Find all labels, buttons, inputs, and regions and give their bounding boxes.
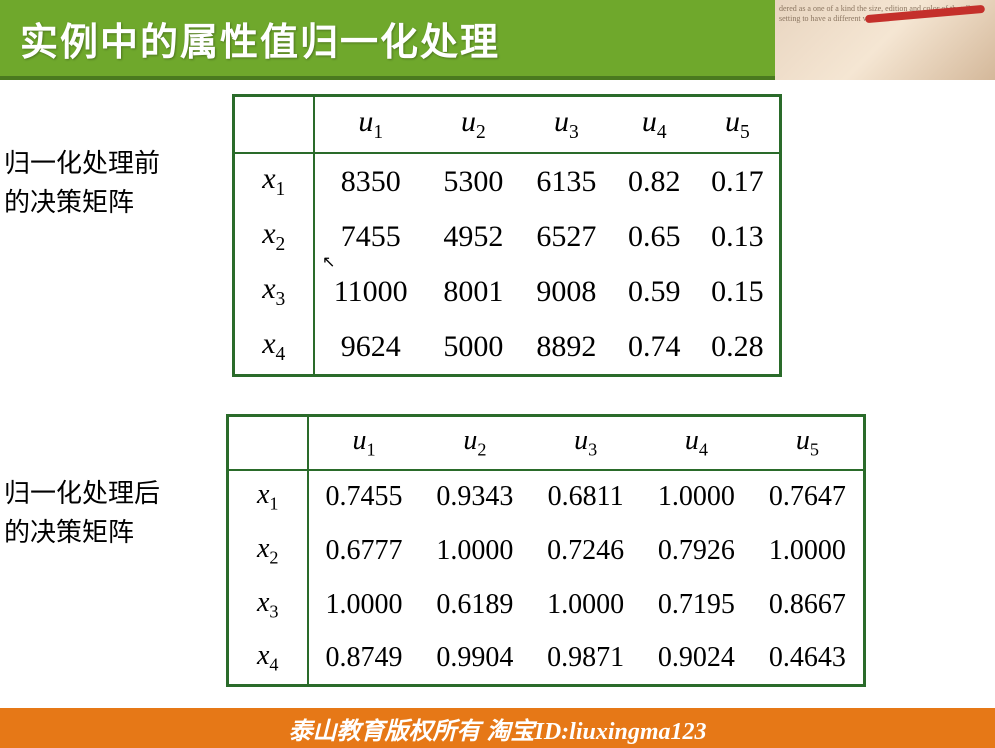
cell: 0.7195	[641, 578, 752, 632]
table-row: x2 0.6777 1.0000 0.7246 0.7926 1.0000	[228, 524, 865, 578]
row-header: x1	[234, 153, 314, 209]
cell: 0.9343	[420, 470, 531, 524]
row-header: x2	[228, 524, 308, 578]
cell: 0.6777	[308, 524, 420, 578]
cell: 4952	[427, 209, 520, 264]
footer-copyright: 泰山教育版权所有 淘宝ID:liuxingma123	[288, 711, 706, 746]
cell: 1.0000	[530, 578, 641, 632]
cell: 0.9024	[641, 632, 752, 686]
cell: 8001	[427, 264, 520, 319]
cell: 5000	[427, 319, 520, 376]
table-row: x3 1.0000 0.6189 1.0000 0.7195 0.8667	[228, 578, 865, 632]
table-row: x4 9624 5000 8892 0.74 0.28	[234, 319, 781, 376]
cell: 0.7647	[752, 470, 865, 524]
row-header: x4	[234, 319, 314, 376]
row-header: x2	[234, 209, 314, 264]
col-header: u3	[530, 416, 641, 470]
cell: 9624	[314, 319, 427, 376]
col-header: u2	[427, 96, 520, 154]
table-row: x1 0.7455 0.9343 0.6811 1.0000 0.7647	[228, 470, 865, 524]
cell: 0.65	[613, 209, 696, 264]
cell: 0.4643	[752, 632, 865, 686]
cell: 11000	[314, 264, 427, 319]
cell: 0.6189	[420, 578, 531, 632]
cell: 6135	[520, 153, 613, 209]
col-header: u5	[752, 416, 865, 470]
row-header: x1	[228, 470, 308, 524]
header-decor-image: dered as a one of a kind the size, editi…	[775, 0, 995, 80]
cell: 1.0000	[752, 524, 865, 578]
cell: 0.74	[613, 319, 696, 376]
cell: 6527	[520, 209, 613, 264]
slide-header: 实例中的属性值归一化处理 dered as a one of a kind th…	[0, 0, 995, 80]
decision-matrix-before: u1 u2 u3 u4 u5 x1 8350 5300 6135 0.82 0.…	[232, 94, 782, 377]
table-row: x1 8350 5300 6135 0.82 0.17	[234, 153, 781, 209]
slide-content: 归一化处理前 的决策矩阵 u1 u2 u3 u4 u5 x1 8350 5300…	[0, 84, 995, 708]
table-corner	[228, 416, 308, 470]
row-header: x3	[228, 578, 308, 632]
cell: 1.0000	[308, 578, 420, 632]
col-header: u1	[308, 416, 420, 470]
cell: 0.82	[613, 153, 696, 209]
label-before-normalization: 归一化处理前 的决策矩阵	[4, 144, 160, 222]
label-before-line1: 归一化处理前 的决策矩阵	[4, 149, 160, 217]
col-header: u4	[613, 96, 696, 154]
cell: 0.15	[696, 264, 781, 319]
cell: 8892	[520, 319, 613, 376]
cell: 1.0000	[641, 470, 752, 524]
cell: 0.17	[696, 153, 781, 209]
row-header: x4	[228, 632, 308, 686]
cell: 0.13	[696, 209, 781, 264]
cell: 5300	[427, 153, 520, 209]
col-header: u5	[696, 96, 781, 154]
cell: 0.8749	[308, 632, 420, 686]
cell: 0.7246	[530, 524, 641, 578]
cell: 0.7926	[641, 524, 752, 578]
cell: 8350	[314, 153, 427, 209]
cell: 0.28	[696, 319, 781, 376]
table-row: x3 11000 8001 9008 0.59 0.15	[234, 264, 781, 319]
table-row: x2 7455 4952 6527 0.65 0.13	[234, 209, 781, 264]
col-header: u4	[641, 416, 752, 470]
col-header: u2	[420, 416, 531, 470]
slide-footer: 泰山教育版权所有 淘宝ID:liuxingma123	[0, 708, 995, 748]
table-row: x4 0.8749 0.9904 0.9871 0.9024 0.4643	[228, 632, 865, 686]
cell: 0.7455	[308, 470, 420, 524]
cell: 0.9904	[420, 632, 531, 686]
label-after-line: 归一化处理后 的决策矩阵	[4, 479, 160, 547]
cell: 0.8667	[752, 578, 865, 632]
col-header: u1	[314, 96, 427, 154]
slide-title: 实例中的属性值归一化处理	[20, 11, 500, 66]
cell: 1.0000	[420, 524, 531, 578]
table-corner	[234, 96, 314, 154]
label-after-normalization: 归一化处理后 的决策矩阵	[4, 474, 160, 552]
cell: 9008	[520, 264, 613, 319]
table-header-row: u1 u2 u3 u4 u5	[228, 416, 865, 470]
decision-matrix-after: u1 u2 u3 u4 u5 x1 0.7455 0.9343 0.6811 1…	[226, 414, 866, 687]
col-header: u3	[520, 96, 613, 154]
cell: 0.9871	[530, 632, 641, 686]
cell: 0.6811	[530, 470, 641, 524]
cell: 7455	[314, 209, 427, 264]
table-header-row: u1 u2 u3 u4 u5	[234, 96, 781, 154]
row-header: x3	[234, 264, 314, 319]
decor-text: dered as a one of a kind the size, editi…	[775, 0, 995, 27]
cell: 0.59	[613, 264, 696, 319]
